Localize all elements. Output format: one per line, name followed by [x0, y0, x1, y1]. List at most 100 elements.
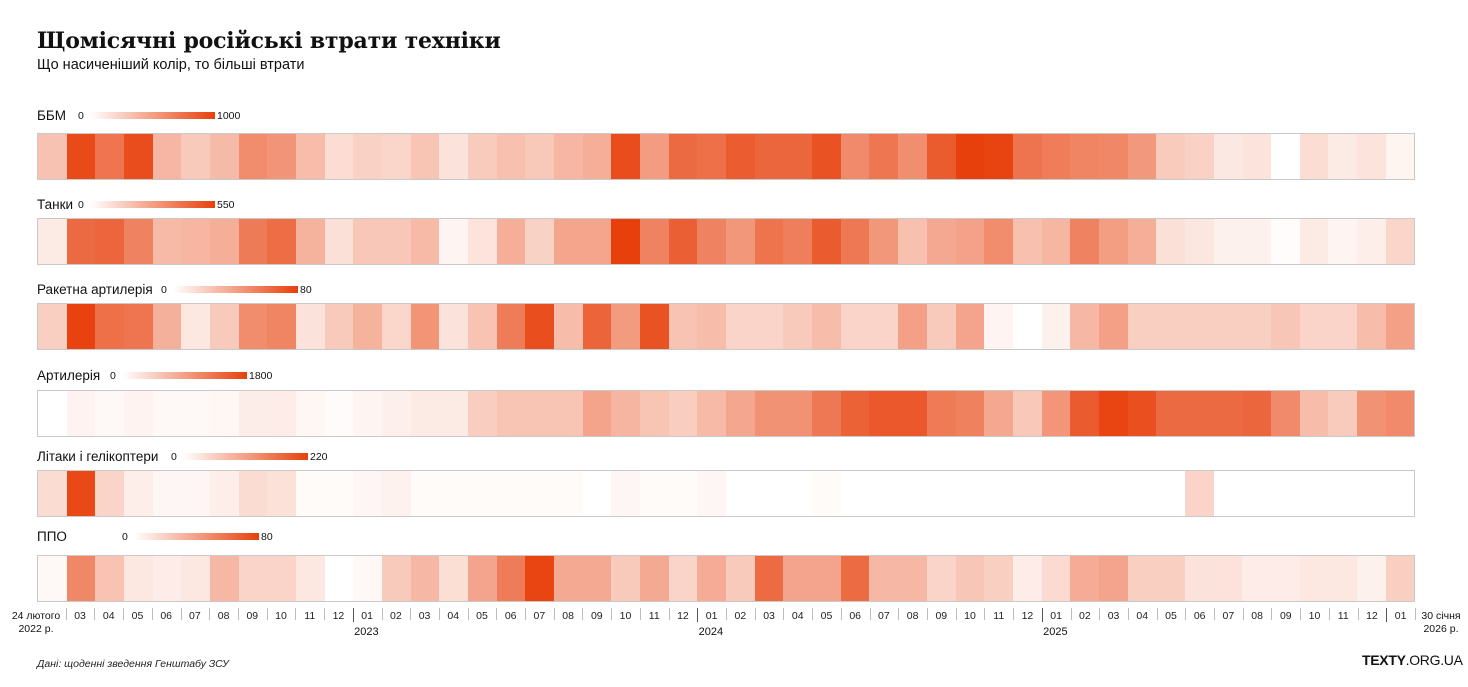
heat-cell: [181, 556, 211, 601]
axis-month-label: 01: [361, 610, 373, 622]
axis-month-label: 03: [74, 610, 86, 622]
heat-cell: [38, 219, 67, 264]
heat-cell: [926, 219, 956, 264]
heat-cell: [468, 304, 497, 349]
heat-cell: [1184, 134, 1214, 179]
heat-cell: [840, 134, 870, 179]
heat-cell: [726, 304, 755, 349]
axis-tick: [554, 608, 555, 620]
heat-cell: [754, 134, 784, 179]
heat-cell: [95, 219, 125, 264]
heat-cell: [296, 134, 325, 179]
axis-tick: [181, 608, 182, 620]
heat-cell: [898, 391, 927, 436]
heat-cell: [840, 219, 870, 264]
axis-tick: [94, 608, 95, 620]
heat-cell: [267, 556, 297, 601]
heat-cell: [783, 471, 813, 516]
heat-cell: [668, 471, 698, 516]
heat-cell: [1041, 556, 1071, 601]
chart-subtitle: Що насиченіший колір, то більші втрати: [37, 57, 305, 73]
series-3-legend-gradient: [122, 372, 247, 379]
axis-month-label: 07: [189, 610, 201, 622]
heat-cell: [66, 219, 96, 264]
axis-tick: [1415, 608, 1416, 620]
heat-cell: [152, 556, 182, 601]
heat-cell: [181, 391, 211, 436]
heat-cell: [898, 219, 927, 264]
heat-cell: [1385, 471, 1415, 516]
heat-cell: [267, 471, 297, 516]
heat-cell: [840, 556, 870, 601]
heat-cell: [525, 556, 555, 601]
heat-cell: [582, 471, 612, 516]
heat-cell: [267, 134, 297, 179]
heat-cell: [1356, 304, 1386, 349]
heat-cell: [1299, 219, 1329, 264]
heat-cell: [926, 471, 956, 516]
heat-cell: [554, 556, 583, 601]
heat-cell: [697, 391, 727, 436]
heat-cell: [668, 556, 698, 601]
heat-cell: [410, 219, 440, 264]
heat-cell: [439, 471, 469, 516]
heat-cell: [324, 556, 354, 601]
axis-month-label: 07: [1222, 610, 1235, 622]
heat-cell: [1156, 304, 1185, 349]
axis-month-label: 05: [131, 610, 144, 622]
heat-cell: [1242, 134, 1271, 179]
heat-cell: [181, 219, 211, 264]
axis-month-label: 11: [993, 610, 1005, 622]
heat-cell: [525, 471, 555, 516]
axis-month-label: 02: [1079, 610, 1091, 622]
heat-cell: [1127, 556, 1157, 601]
heat-cell: [926, 391, 956, 436]
axis-year-label: 2024: [698, 626, 724, 638]
heat-cell: [210, 304, 239, 349]
heat-cell: [1328, 219, 1357, 264]
heat-cell: [95, 471, 125, 516]
heat-cell: [640, 219, 669, 264]
heat-cell: [955, 304, 985, 349]
heat-cell: [210, 556, 239, 601]
heat-cell: [210, 471, 239, 516]
series-1-label: Танки: [37, 197, 74, 212]
heat-cell: [496, 304, 526, 349]
heat-cell: [1385, 219, 1415, 264]
heat-cell: [468, 219, 497, 264]
heat-cell: [38, 391, 67, 436]
heat-cell: [1270, 556, 1300, 601]
heat-cell: [1299, 391, 1329, 436]
heat-cell: [1328, 391, 1357, 436]
heat-cell: [754, 471, 784, 516]
heat-cell: [1356, 219, 1386, 264]
heat-cell: [124, 556, 153, 601]
axis-tick: [295, 608, 296, 620]
heat-cell: [1098, 471, 1128, 516]
heat-cell: [869, 391, 899, 436]
axis-month-label: 03: [763, 610, 775, 622]
heat-cell: [898, 471, 927, 516]
heat-cell: [66, 556, 96, 601]
heat-cell: [296, 304, 325, 349]
heat-cell: [554, 391, 583, 436]
heat-cell: [611, 304, 641, 349]
heat-cell: [1070, 471, 1099, 516]
heat-cell: [1299, 556, 1329, 601]
series-2-legend-max: 80: [300, 284, 312, 296]
axis-tick: [1185, 608, 1186, 620]
heat-cell: [1070, 304, 1099, 349]
heat-cell: [898, 304, 927, 349]
heat-cell: [955, 219, 985, 264]
heat-cell: [66, 391, 96, 436]
heat-cell: [582, 304, 612, 349]
heat-cell: [410, 134, 440, 179]
heat-cell: [525, 304, 555, 349]
heat-cell: [1041, 219, 1071, 264]
axis-tick: [755, 608, 756, 620]
heat-cell: [984, 304, 1013, 349]
heat-cell: [1356, 556, 1386, 601]
heat-cell: [1127, 471, 1157, 516]
axis-month-label: 01: [1394, 610, 1407, 622]
axis-tick: [1128, 608, 1129, 620]
